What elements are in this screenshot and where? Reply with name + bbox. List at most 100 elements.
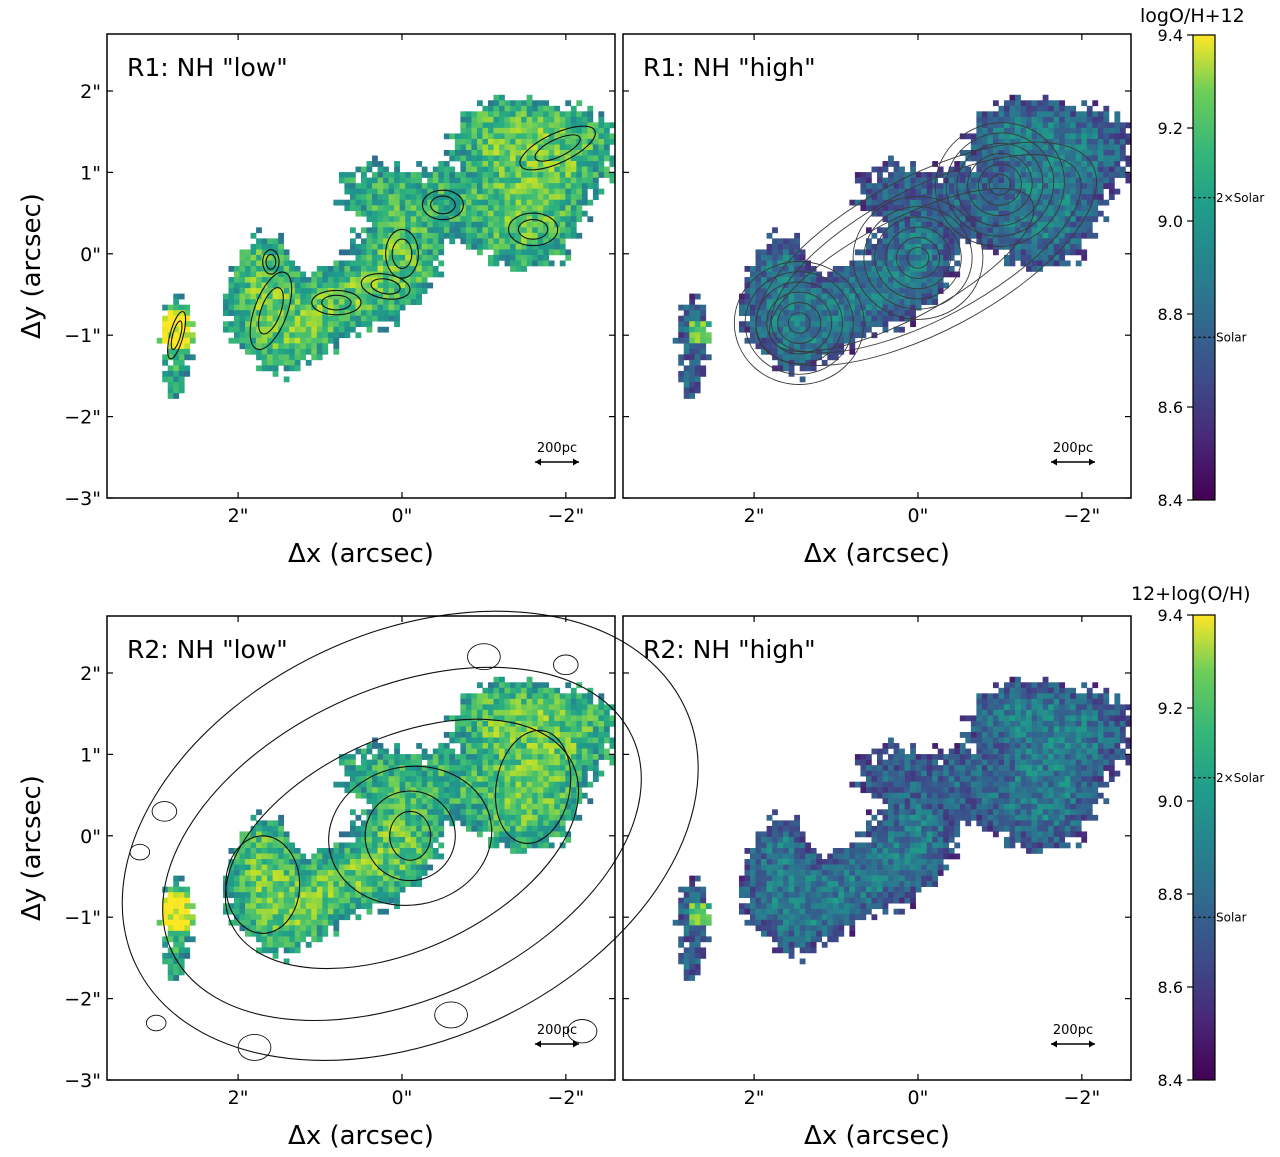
map-pixel bbox=[515, 732, 522, 738]
map-pixel bbox=[1037, 133, 1043, 140]
map-pixel bbox=[526, 183, 533, 189]
map-pixel bbox=[465, 743, 472, 749]
map-pixel bbox=[1026, 172, 1032, 178]
map-pixel bbox=[1086, 155, 1093, 162]
map-pixel bbox=[239, 254, 246, 261]
map-pixel bbox=[366, 798, 373, 805]
map-pixel bbox=[510, 726, 516, 733]
map-pixel bbox=[554, 720, 561, 727]
map-pixel bbox=[832, 266, 839, 272]
map-pixel bbox=[355, 188, 362, 195]
map-pixel bbox=[388, 315, 395, 322]
map-pixel bbox=[388, 803, 395, 810]
map-pixel bbox=[245, 299, 251, 305]
map-pixel bbox=[416, 864, 423, 871]
map-pixel bbox=[167, 315, 174, 322]
map-pixel bbox=[521, 177, 527, 184]
map-pixel bbox=[1031, 249, 1038, 256]
map-pixel bbox=[1015, 188, 1021, 195]
map-pixel bbox=[532, 144, 538, 151]
map-pixel bbox=[355, 892, 362, 899]
map-pixel bbox=[559, 232, 566, 239]
map-pixel bbox=[543, 748, 550, 755]
map-pixel bbox=[349, 870, 356, 876]
map-pixel bbox=[510, 227, 516, 234]
map-pixel bbox=[454, 798, 461, 805]
map-pixel bbox=[832, 354, 839, 361]
map-pixel bbox=[998, 111, 1005, 118]
map-pixel bbox=[794, 266, 800, 272]
map-pixel bbox=[493, 709, 500, 716]
map-pixel bbox=[587, 216, 594, 223]
map-pixel bbox=[476, 133, 483, 140]
map-pixel bbox=[245, 321, 251, 328]
map-pixel bbox=[1053, 194, 1060, 201]
map-pixel bbox=[338, 859, 345, 865]
map-pixel bbox=[882, 271, 889, 278]
map-pixel bbox=[438, 798, 445, 805]
map-pixel bbox=[581, 709, 588, 716]
map-pixel bbox=[926, 293, 933, 300]
map-pixel bbox=[849, 266, 856, 272]
map-pixel bbox=[598, 116, 605, 123]
map-pixel bbox=[532, 133, 538, 140]
map-pixel bbox=[234, 304, 240, 311]
map-pixel bbox=[377, 188, 384, 195]
map-pixel bbox=[689, 315, 696, 322]
map-pixel bbox=[1031, 227, 1038, 234]
map-pixel bbox=[322, 337, 329, 344]
map-pixel bbox=[1075, 221, 1082, 228]
map-pixel bbox=[245, 343, 251, 350]
map-pixel bbox=[488, 693, 494, 700]
map-pixel bbox=[893, 243, 900, 250]
map-pixel bbox=[471, 781, 478, 788]
map-pixel bbox=[750, 288, 756, 294]
map-pixel bbox=[921, 293, 927, 300]
map-pixel bbox=[333, 925, 340, 932]
map-pixel bbox=[1103, 216, 1110, 223]
map-pixel bbox=[267, 886, 273, 893]
map-pixel bbox=[587, 111, 594, 118]
map-pixel bbox=[910, 172, 916, 178]
map-pixel bbox=[493, 776, 500, 783]
map-pixel bbox=[1086, 221, 1093, 228]
map-pixel bbox=[294, 326, 301, 333]
map-pixel bbox=[250, 848, 257, 854]
map-pixel bbox=[521, 100, 527, 107]
map-pixel bbox=[427, 848, 434, 854]
map-pixel bbox=[1020, 111, 1027, 118]
map-pixel bbox=[694, 321, 701, 328]
map-pixel bbox=[399, 809, 406, 816]
map-pixel bbox=[521, 709, 527, 716]
map-pixel bbox=[272, 870, 279, 876]
map-pixel bbox=[388, 892, 395, 899]
map-pixel bbox=[173, 897, 180, 904]
map-pixel bbox=[421, 216, 428, 223]
map-pixel bbox=[598, 155, 605, 162]
map-pixel bbox=[882, 260, 889, 267]
map-pixel bbox=[272, 897, 279, 904]
map-pixel bbox=[788, 365, 795, 372]
map-pixel bbox=[1059, 260, 1066, 267]
map-pixel bbox=[783, 288, 789, 294]
map-pixel bbox=[499, 111, 505, 118]
map-pixel bbox=[316, 864, 323, 871]
map-pixel bbox=[581, 704, 588, 711]
map-pixel bbox=[322, 343, 329, 350]
map-pixel bbox=[976, 227, 983, 234]
map-pixel bbox=[482, 210, 489, 217]
map-pixel bbox=[1108, 155, 1115, 162]
map-pixel bbox=[821, 282, 828, 289]
map-pixel bbox=[548, 249, 555, 256]
map-pixel bbox=[537, 709, 544, 716]
map-pixel bbox=[783, 337, 789, 344]
map-pixel bbox=[460, 127, 467, 134]
map-pixel bbox=[926, 282, 933, 289]
map-pixel bbox=[882, 321, 889, 328]
map-pixel bbox=[261, 332, 268, 339]
map-pixel bbox=[981, 133, 988, 140]
map-pixel bbox=[383, 227, 389, 234]
map-pixel bbox=[383, 266, 389, 272]
map-pixel bbox=[1114, 155, 1121, 162]
map-pixel bbox=[1097, 166, 1104, 173]
